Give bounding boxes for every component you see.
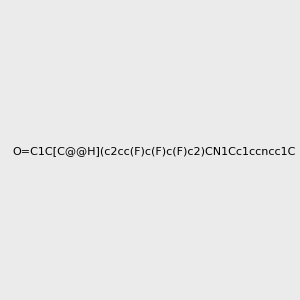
Text: O=C1C[C@@H](c2cc(F)c(F)c(F)c2)CN1Cc1ccncc1C: O=C1C[C@@H](c2cc(F)c(F)c(F)c2)CN1Cc1ccnc…: [12, 146, 296, 157]
